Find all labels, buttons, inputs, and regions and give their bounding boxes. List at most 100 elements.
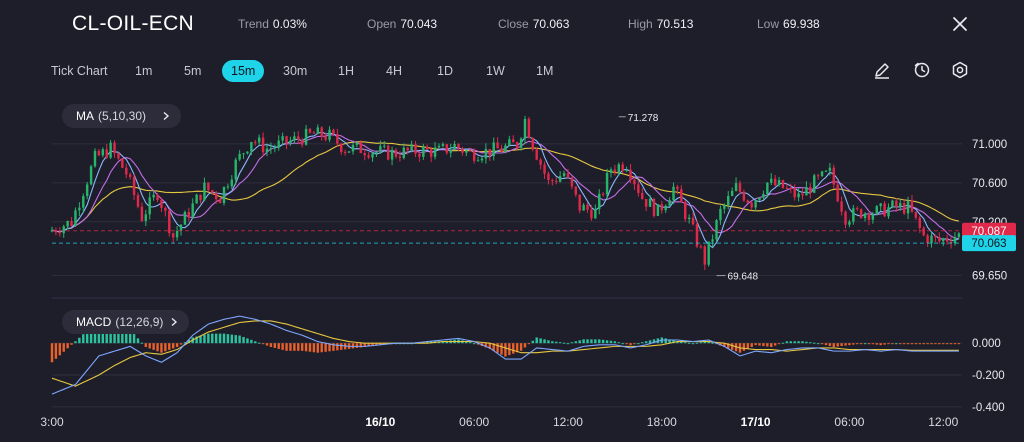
candle-body [543, 164, 546, 174]
macd-histogram-bar [519, 343, 523, 351]
macd-histogram-bar [140, 342, 144, 344]
time-tick-label: 06:00 [459, 415, 489, 429]
candle-body [535, 149, 538, 160]
candle-body [379, 146, 382, 152]
macd-histogram-bar [914, 343, 918, 345]
candle-body [273, 147, 277, 149]
candle-body [457, 144, 460, 149]
candle-body [699, 246, 703, 248]
pencil-icon[interactable] [872, 60, 892, 80]
macd-histogram-bar [257, 342, 261, 344]
macd-histogram-bar [558, 342, 562, 344]
candle-body [871, 214, 875, 220]
macd-histogram-bar [910, 343, 914, 345]
macd-histogram-bar [74, 341, 77, 344]
trend-stat: Trend 0.03% [238, 17, 307, 31]
candle-body [109, 142, 112, 158]
macd-histogram-bar [766, 343, 769, 347]
candle-body [594, 208, 597, 219]
candle-body [211, 190, 214, 193]
macd-histogram-bar [254, 341, 257, 344]
macd-histogram-bar [156, 343, 159, 352]
candle-body [242, 153, 245, 155]
candle-body [199, 194, 202, 201]
macd-histogram-bar [226, 334, 230, 344]
tab-1w[interactable]: 1W [486, 64, 505, 78]
candle-body [734, 183, 738, 191]
candle-body [648, 198, 652, 207]
ma-indicator-pill[interactable]: MA (5,10,30) [62, 104, 182, 128]
macd-histogram-bar [148, 343, 151, 349]
candle-body [558, 176, 562, 182]
candle-body [820, 171, 824, 176]
macd-histogram-bar [859, 343, 863, 345]
candle-body [621, 164, 624, 171]
candle-body [957, 233, 961, 237]
close-icon[interactable] [950, 14, 970, 34]
time-tick-label: 12:00 [553, 415, 583, 429]
candle-body [164, 207, 167, 211]
candle-body [922, 227, 925, 236]
tab-1d[interactable]: 1D [437, 64, 453, 78]
macd-histogram-bar [316, 343, 320, 353]
min-price-label: 69.648 [728, 272, 759, 283]
macd-histogram-bar [320, 343, 323, 353]
timer-icon[interactable] [912, 60, 932, 80]
candle-body [680, 189, 683, 203]
macd-histogram-bar [578, 340, 581, 344]
time-tick-label: 06:00 [834, 415, 864, 429]
candle-body [668, 200, 671, 206]
candle-body [895, 200, 898, 208]
candle-body [527, 118, 531, 139]
ma-name: MA [76, 109, 94, 123]
macd-histogram-bar [601, 339, 605, 344]
tab-1h[interactable]: 1H [338, 64, 354, 78]
macd-indicator-pill[interactable]: MACD (12,26,9) [62, 310, 189, 334]
macd-histogram-bar [785, 341, 789, 344]
candle-body [312, 132, 316, 134]
candle-body [156, 194, 159, 200]
settings-icon[interactable] [950, 60, 970, 80]
macd-histogram-bar [820, 343, 824, 345]
candle-body [902, 203, 906, 214]
macd-histogram-bar [340, 343, 343, 350]
tab-tick-chart[interactable]: Tick Chart [51, 64, 108, 78]
candle-body [500, 148, 503, 152]
tab-30m[interactable]: 30m [283, 64, 308, 78]
macd-histogram-bar [168, 343, 171, 350]
macd-histogram-bar [816, 343, 820, 345]
candle-body [105, 149, 108, 158]
macd-histogram-bar [199, 335, 202, 344]
macd-histogram-bar [187, 339, 191, 344]
open-stat: Open 70.043 [367, 17, 437, 31]
candle-body [629, 169, 632, 180]
candle-body [125, 167, 128, 175]
candle-body [652, 198, 656, 216]
candle-body [508, 139, 511, 146]
candle-body [226, 186, 230, 188]
macd-histogram-bar [641, 342, 644, 344]
macd-histogram-bar [852, 343, 855, 345]
tab-5m[interactable]: 5m [184, 64, 202, 78]
candle-body [742, 191, 746, 201]
tab-15m[interactable]: 15m [222, 60, 265, 82]
tab-1mo[interactable]: 1M [536, 64, 554, 78]
macd-histogram-bar [629, 343, 632, 346]
macd-histogram-bar [203, 334, 206, 344]
macd-histogram-bar [230, 334, 234, 344]
candle-body [453, 144, 456, 150]
candle-body [386, 145, 390, 160]
macd-histogram-bar [906, 343, 910, 345]
candle-body [422, 146, 425, 157]
macd-histogram-bar [328, 343, 331, 352]
tab-1m[interactable]: 1m [135, 64, 153, 78]
candle-body [625, 169, 628, 171]
low-stat: Low 69.938 [757, 17, 820, 31]
signal-line [51, 320, 959, 387]
tab-4h[interactable]: 4H [386, 64, 402, 78]
candle-body [476, 160, 480, 162]
candle-body [906, 200, 910, 214]
candle-body [297, 136, 300, 140]
macd-histogram-bar [543, 339, 546, 344]
